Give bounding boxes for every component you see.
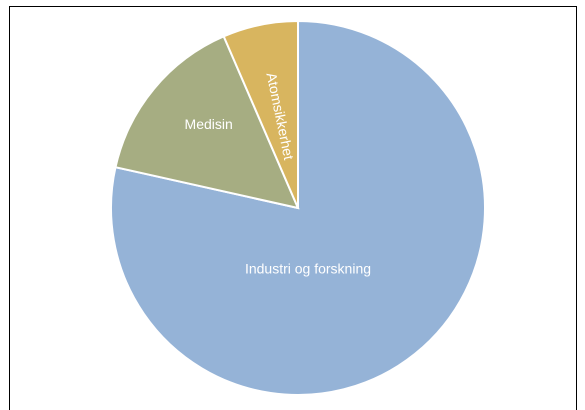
pie-slice-atomsikkerhet — [222, 19, 299, 209]
pie-label-medisin: Medisin — [185, 116, 233, 132]
pie-slice-medisin — [114, 35, 300, 210]
pie-label-industri-og-forskning: Industri og forskning — [245, 261, 371, 277]
